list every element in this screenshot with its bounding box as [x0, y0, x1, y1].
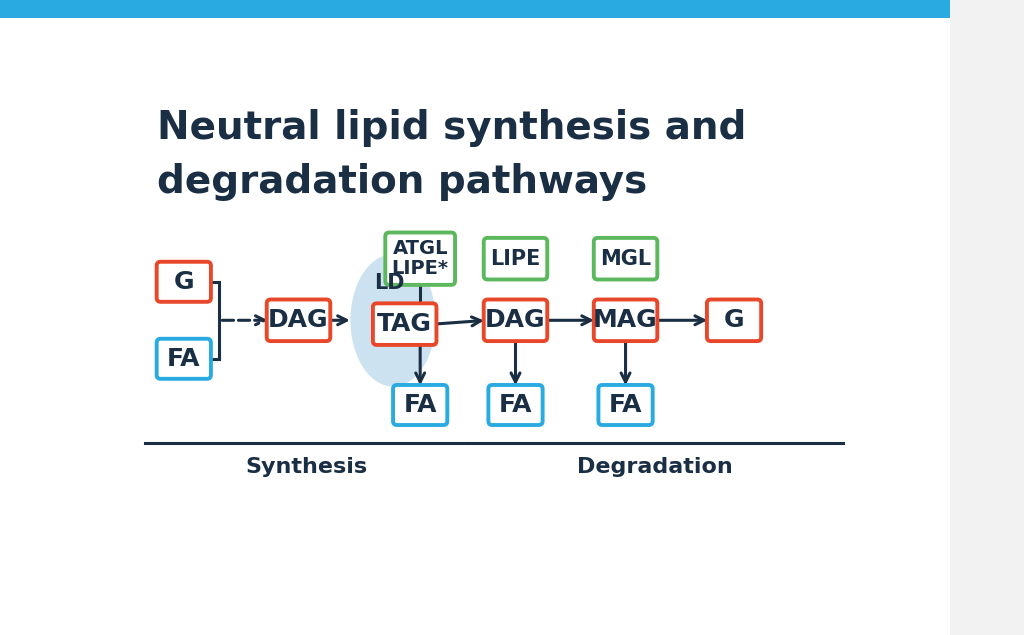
- FancyBboxPatch shape: [488, 385, 543, 425]
- Text: MGL: MGL: [600, 249, 651, 269]
- FancyBboxPatch shape: [483, 238, 547, 279]
- FancyBboxPatch shape: [266, 300, 331, 341]
- Text: Synthesis: Synthesis: [245, 457, 368, 478]
- FancyBboxPatch shape: [594, 300, 657, 341]
- Text: ATGL
LIPE*: ATGL LIPE*: [391, 239, 449, 278]
- FancyBboxPatch shape: [483, 300, 547, 341]
- Text: FA: FA: [499, 393, 532, 417]
- FancyBboxPatch shape: [385, 232, 455, 285]
- Text: Data source: Fanning et al., npj Parkinson’s Disease (2022) 74: Data source: Fanning et al., npj Parkins…: [987, 155, 997, 480]
- FancyBboxPatch shape: [157, 262, 211, 302]
- Text: DAG: DAG: [485, 308, 546, 332]
- Text: G: G: [724, 308, 744, 332]
- FancyBboxPatch shape: [373, 304, 436, 345]
- Text: Degradation: Degradation: [578, 457, 733, 478]
- Text: Neutral lipid synthesis and: Neutral lipid synthesis and: [158, 109, 746, 147]
- FancyBboxPatch shape: [594, 238, 657, 279]
- Text: LIPE: LIPE: [490, 249, 541, 269]
- FancyBboxPatch shape: [598, 385, 652, 425]
- FancyBboxPatch shape: [157, 338, 211, 379]
- FancyBboxPatch shape: [707, 300, 761, 341]
- Ellipse shape: [350, 254, 435, 387]
- Text: degradation pathways: degradation pathways: [158, 163, 648, 201]
- Text: FA: FA: [609, 393, 642, 417]
- Text: G: G: [173, 270, 195, 294]
- Text: LD: LD: [374, 273, 404, 293]
- Text: MAG: MAG: [593, 308, 658, 332]
- Text: FA: FA: [403, 393, 437, 417]
- Text: FA: FA: [167, 347, 201, 371]
- Text: TAG: TAG: [377, 312, 432, 336]
- FancyBboxPatch shape: [393, 385, 447, 425]
- Text: DAG: DAG: [268, 308, 329, 332]
